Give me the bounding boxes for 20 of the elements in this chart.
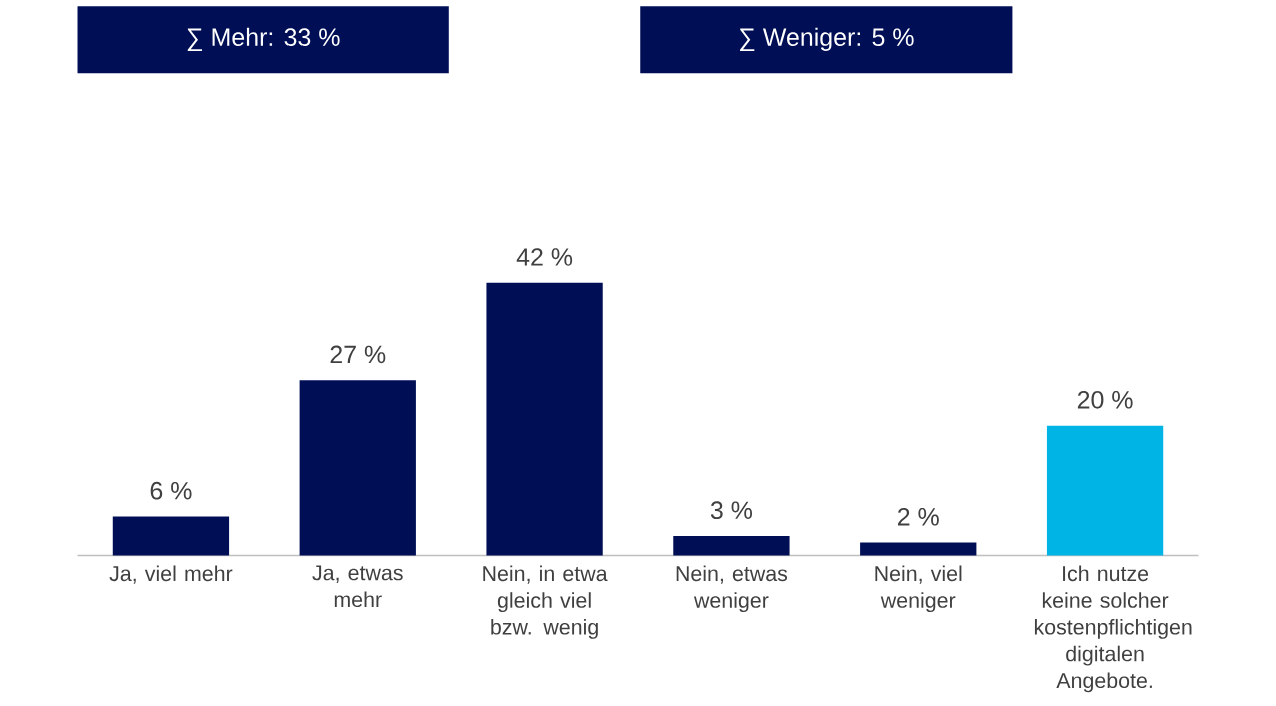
data-label: 42 % [516,248,573,266]
x-tick-label: Nein, etwas weniger [676,565,788,613]
x-tick-label: Ja, viel mehr [109,565,233,584]
bar [486,282,603,556]
bar [112,516,230,556]
text: ∑ Mehr: 33 % [187,27,340,52]
x-tick-label: Nein, in etwa gleich viel bzw. wenig [483,565,608,639]
bar [1046,425,1164,556]
data-label: 6 % [150,481,192,500]
bar [673,536,790,556]
bar [860,542,977,556]
data-label: 27 % [330,345,386,364]
data-label: 2 % [898,508,939,526]
x-tick-label: Ja, etwas mehr [312,565,403,608]
data-label: 3 % [710,501,753,520]
x-tick-label: Ich nutze keine solcher kostenpflichtigen digitalen Angebote. [1034,565,1192,693]
x-tick-label: Nein, viel weniger [875,565,962,613]
bar [299,380,416,556]
data-label: 20 % [1077,391,1133,409]
text: ∑ Weniger: 5 % [740,27,914,52]
